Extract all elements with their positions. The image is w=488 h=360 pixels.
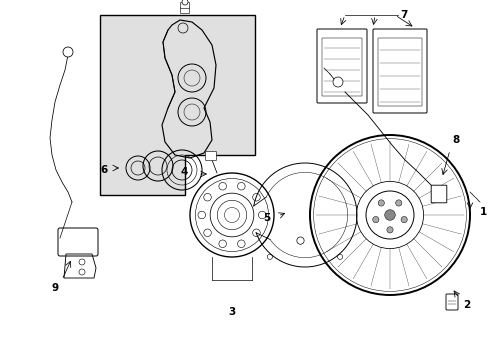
Text: 8: 8 — [451, 135, 458, 145]
Text: 1: 1 — [479, 207, 486, 217]
Circle shape — [224, 207, 239, 222]
Text: 7: 7 — [399, 10, 407, 20]
FancyBboxPatch shape — [58, 228, 98, 256]
Circle shape — [365, 191, 413, 239]
Circle shape — [395, 200, 401, 206]
FancyBboxPatch shape — [316, 29, 366, 103]
Circle shape — [63, 47, 73, 57]
FancyBboxPatch shape — [180, 8, 189, 14]
Circle shape — [400, 216, 407, 223]
Circle shape — [372, 216, 378, 223]
FancyBboxPatch shape — [445, 294, 457, 310]
Text: 9: 9 — [52, 283, 59, 293]
Text: 2: 2 — [462, 300, 469, 310]
Circle shape — [377, 200, 384, 206]
Circle shape — [386, 227, 392, 233]
Text: 5: 5 — [262, 213, 269, 223]
Text: 4: 4 — [180, 167, 187, 177]
Bar — [377, 38, 421, 106]
Polygon shape — [100, 15, 254, 195]
Circle shape — [384, 210, 394, 220]
FancyBboxPatch shape — [372, 29, 426, 113]
FancyBboxPatch shape — [180, 3, 189, 9]
Text: 3: 3 — [228, 307, 235, 317]
FancyBboxPatch shape — [205, 152, 216, 161]
Bar — [321, 38, 361, 96]
Circle shape — [332, 77, 342, 87]
Circle shape — [182, 0, 187, 5]
Text: 6: 6 — [101, 165, 108, 175]
FancyBboxPatch shape — [430, 185, 446, 203]
